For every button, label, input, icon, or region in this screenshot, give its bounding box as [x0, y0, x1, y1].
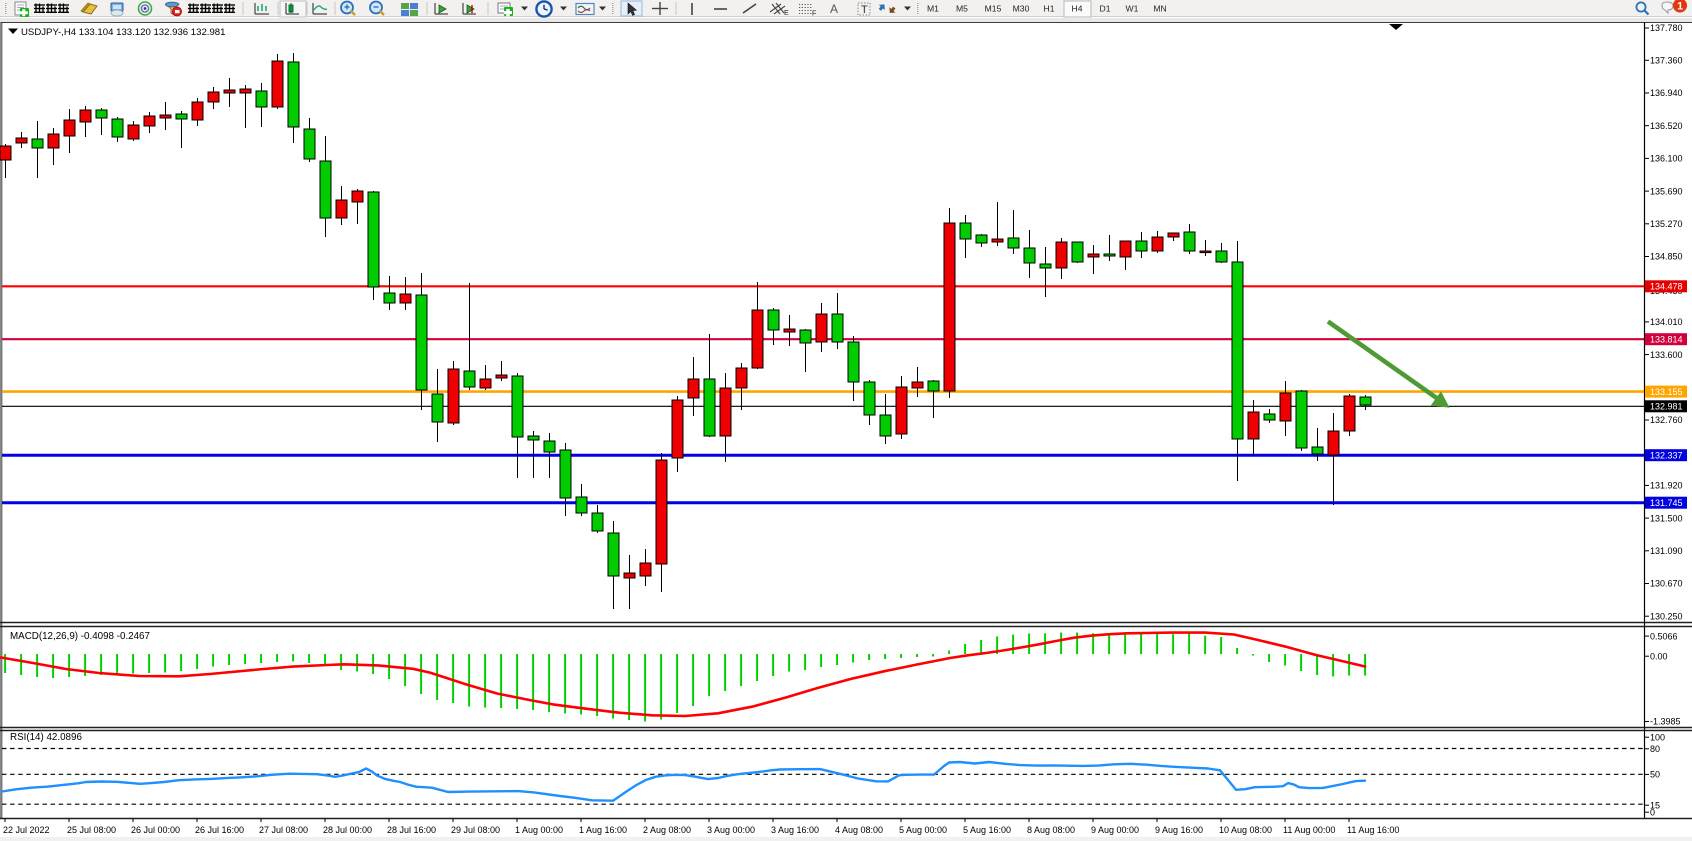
- svg-text:T: T: [861, 4, 868, 16]
- svg-text:29 Jul 08:00: 29 Jul 08:00: [451, 825, 500, 835]
- svg-text:134.478: 134.478: [1650, 282, 1683, 292]
- svg-text:M30: M30: [1013, 4, 1030, 14]
- svg-text:134.850: 134.850: [1650, 252, 1683, 262]
- svg-text:8 Aug 08:00: 8 Aug 08:00: [1027, 825, 1075, 835]
- svg-text:0.00: 0.00: [1650, 651, 1668, 661]
- svg-text:F: F: [812, 11, 816, 18]
- svg-text:MN: MN: [1153, 4, 1166, 14]
- svg-text:D1: D1: [1100, 4, 1111, 14]
- svg-text:11 Aug 16:00: 11 Aug 16:00: [1347, 825, 1399, 835]
- svg-text:136.100: 136.100: [1650, 154, 1683, 164]
- svg-text:USDJPY-,H4 133.104 133.120 13: USDJPY-,H4 133.104 133.120 132.936 132.9…: [21, 27, 225, 38]
- svg-text:H4: H4: [1072, 4, 1083, 14]
- svg-text:4 Aug 08:00: 4 Aug 08:00: [835, 825, 883, 835]
- svg-text:132.760: 132.760: [1650, 415, 1683, 425]
- svg-text:50: 50: [1650, 770, 1660, 780]
- svg-text:132.337: 132.337: [1650, 450, 1683, 460]
- svg-text:22 Jul 2022: 22 Jul 2022: [3, 825, 50, 835]
- svg-text:5 Aug 00:00: 5 Aug 00:00: [899, 825, 947, 835]
- svg-text:1 Aug 00:00: 1 Aug 00:00: [515, 825, 563, 835]
- svg-text:26 Jul 16:00: 26 Jul 16:00: [195, 825, 244, 835]
- svg-text:133.814: 133.814: [1650, 334, 1683, 344]
- svg-text:E: E: [784, 10, 789, 17]
- svg-text:137.780: 137.780: [1650, 23, 1683, 33]
- svg-text:135.690: 135.690: [1650, 186, 1683, 196]
- svg-text:135.270: 135.270: [1650, 219, 1683, 229]
- svg-text:131.500: 131.500: [1650, 513, 1683, 523]
- svg-text:5 Aug 16:00: 5 Aug 16:00: [963, 825, 1011, 835]
- svg-text:131.920: 131.920: [1650, 481, 1683, 491]
- svg-text:-1.3985: -1.3985: [1650, 717, 1681, 727]
- svg-text:100: 100: [1650, 732, 1665, 742]
- svg-text:RSI(14) 42.0896: RSI(14) 42.0896: [10, 732, 82, 743]
- svg-text:134.010: 134.010: [1650, 317, 1683, 327]
- svg-text:26 Jul 00:00: 26 Jul 00:00: [131, 825, 180, 835]
- svg-text:133.600: 133.600: [1650, 350, 1683, 360]
- svg-text:1: 1: [1677, 1, 1683, 13]
- svg-text:11 Aug 00:00: 11 Aug 00:00: [1283, 825, 1335, 835]
- svg-text:M5: M5: [956, 4, 968, 14]
- svg-text:27 Jul 08:00: 27 Jul 08:00: [259, 825, 308, 835]
- svg-text:80: 80: [1650, 744, 1660, 754]
- svg-text:3 Aug 16:00: 3 Aug 16:00: [771, 825, 819, 835]
- svg-text:H1: H1: [1044, 4, 1055, 14]
- svg-text:M1: M1: [927, 4, 939, 14]
- svg-text:0.5066: 0.5066: [1650, 631, 1678, 641]
- svg-text:25 Jul 08:00: 25 Jul 08:00: [67, 825, 116, 835]
- svg-text:132.981: 132.981: [1650, 402, 1683, 412]
- svg-text:9 Aug 16:00: 9 Aug 16:00: [1155, 825, 1203, 835]
- svg-text:10 Aug 08:00: 10 Aug 08:00: [1219, 825, 1272, 835]
- svg-text:130.670: 130.670: [1650, 579, 1683, 589]
- svg-text:W1: W1: [1126, 4, 1139, 14]
- svg-text:137.360: 137.360: [1650, 56, 1683, 66]
- svg-text:131.745: 131.745: [1650, 498, 1683, 508]
- svg-text:28 Jul 00:00: 28 Jul 00:00: [323, 825, 372, 835]
- svg-text:15: 15: [1650, 800, 1660, 810]
- svg-text:1 Aug 16:00: 1 Aug 16:00: [579, 825, 627, 835]
- svg-text:0: 0: [1650, 807, 1655, 817]
- svg-text:133.155: 133.155: [1650, 387, 1683, 397]
- svg-text:28 Jul 16:00: 28 Jul 16:00: [387, 825, 436, 835]
- svg-text:9 Aug 00:00: 9 Aug 00:00: [1091, 825, 1139, 835]
- svg-text:2 Aug 08:00: 2 Aug 08:00: [643, 825, 691, 835]
- svg-text:130.250: 130.250: [1650, 611, 1683, 621]
- svg-text:136.520: 136.520: [1650, 121, 1683, 131]
- svg-text:A: A: [830, 2, 838, 16]
- svg-text:3 Aug 00:00: 3 Aug 00:00: [707, 825, 755, 835]
- svg-text:136.940: 136.940: [1650, 88, 1683, 98]
- svg-text:M15: M15: [985, 4, 1002, 14]
- svg-text:131.090: 131.090: [1650, 546, 1683, 556]
- svg-text:MACD(12,26,9) -0.4098 -0.2467: MACD(12,26,9) -0.4098 -0.2467: [10, 631, 150, 642]
